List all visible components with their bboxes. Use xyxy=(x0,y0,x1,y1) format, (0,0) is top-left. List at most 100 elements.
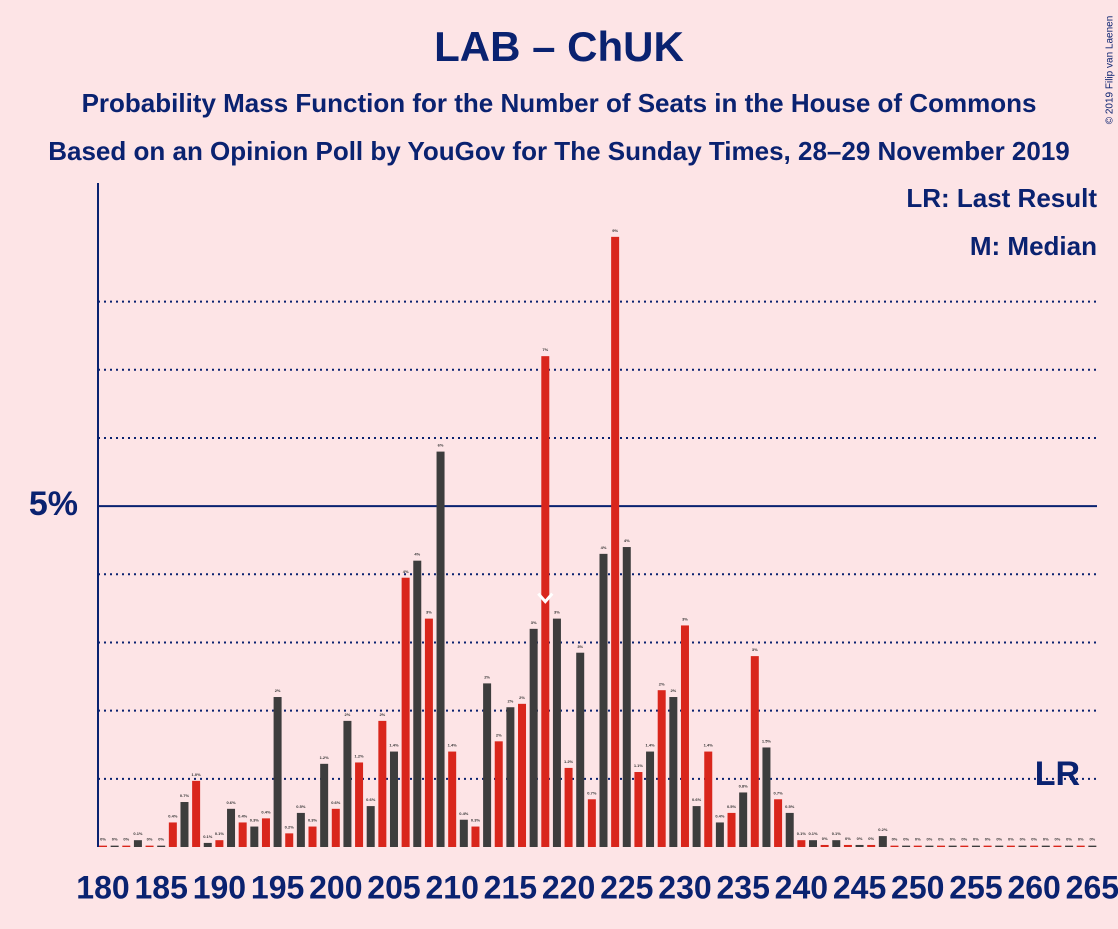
bar xyxy=(611,236,620,847)
value-label: 1.4% xyxy=(389,743,399,748)
x-tick-label: 190 xyxy=(193,869,246,905)
bar xyxy=(483,683,492,847)
value-label: 0.7% xyxy=(180,793,190,798)
bar xyxy=(669,697,678,847)
bar xyxy=(1006,845,1015,847)
value-label: 2% xyxy=(507,698,513,703)
value-label: 0.1% xyxy=(832,831,842,836)
value-label: 0% xyxy=(996,837,1002,842)
bar xyxy=(576,652,585,847)
bar xyxy=(157,845,166,847)
value-label: 0.6% xyxy=(331,800,341,805)
x-tick-label: 240 xyxy=(775,869,828,905)
bar xyxy=(692,806,701,847)
value-label: 0.7% xyxy=(587,790,597,795)
value-label: 0.4% xyxy=(261,809,271,814)
value-label: 0% xyxy=(903,837,909,842)
value-label: 3% xyxy=(752,647,758,652)
bar xyxy=(937,845,946,847)
value-label: 1.2% xyxy=(355,754,365,759)
value-label: 0.6% xyxy=(692,797,702,802)
bar xyxy=(180,802,189,847)
value-label: 0.1% xyxy=(808,831,818,836)
bar xyxy=(273,697,282,847)
value-label: 0.4% xyxy=(238,814,248,819)
x-tick-label: 260 xyxy=(1007,869,1060,905)
bar xyxy=(133,840,142,847)
value-label: 0.1% xyxy=(797,831,807,836)
value-label: 0.6% xyxy=(226,800,236,805)
bar xyxy=(948,845,957,847)
value-label: 1.5% xyxy=(762,739,772,744)
x-tick-label: 210 xyxy=(425,869,478,905)
value-label: 0.3% xyxy=(308,818,318,823)
value-label: 0% xyxy=(1031,837,1037,842)
bar xyxy=(843,844,852,847)
value-label: 0% xyxy=(857,836,863,841)
bar xyxy=(296,812,305,847)
value-label: 2% xyxy=(496,732,502,737)
value-label: 4% xyxy=(403,569,409,574)
bar xyxy=(389,751,398,847)
value-label: 0% xyxy=(868,836,874,841)
bar xyxy=(646,751,655,847)
bar xyxy=(855,844,864,847)
bar xyxy=(192,780,201,847)
bar xyxy=(320,763,329,847)
value-label: 0.2% xyxy=(878,827,888,832)
bar xyxy=(1053,845,1062,847)
value-label: 4% xyxy=(414,552,420,557)
bar xyxy=(401,577,410,847)
bar xyxy=(448,751,457,847)
x-tick-label: 200 xyxy=(309,869,362,905)
legend-entry: LR: Last Result xyxy=(906,183,1097,213)
bar xyxy=(110,845,119,847)
x-tick-label: 205 xyxy=(367,869,420,905)
value-label: 2% xyxy=(345,712,351,717)
value-label: 0.5% xyxy=(296,804,306,809)
value-label: 1.2% xyxy=(564,759,574,764)
value-label: 2% xyxy=(519,695,525,700)
value-label: 0% xyxy=(915,837,921,842)
value-label: 0% xyxy=(950,837,956,842)
value-label: 3% xyxy=(577,644,583,649)
value-label: 0.4% xyxy=(168,814,178,819)
bar xyxy=(145,845,154,847)
x-tick-label: 235 xyxy=(716,869,769,905)
value-label: 0.4% xyxy=(715,814,725,819)
bar xyxy=(890,845,899,847)
value-label: 0% xyxy=(1043,837,1049,842)
bar xyxy=(436,451,445,847)
bar xyxy=(983,845,992,847)
bar xyxy=(750,656,759,847)
bar xyxy=(622,547,631,847)
value-label: 0% xyxy=(1078,837,1084,842)
bar xyxy=(995,845,1004,847)
value-label: 1.4% xyxy=(645,743,655,748)
bar xyxy=(413,560,422,847)
bar xyxy=(378,720,387,847)
bar xyxy=(774,799,783,847)
bar xyxy=(925,845,934,847)
bar xyxy=(809,840,818,847)
value-label: 0% xyxy=(961,837,967,842)
value-label: 0.2% xyxy=(285,824,295,829)
bar xyxy=(529,628,538,847)
bar xyxy=(1088,845,1097,847)
value-label: 0% xyxy=(1066,837,1072,842)
value-label: 3% xyxy=(554,610,560,615)
value-label: 0.1% xyxy=(203,834,213,839)
value-label: 0% xyxy=(985,837,991,842)
bar xyxy=(471,826,480,847)
value-label: 1.0% xyxy=(192,772,202,777)
bar xyxy=(587,799,596,847)
value-label: 0.3% xyxy=(471,818,481,823)
bar xyxy=(99,845,108,847)
chart-subtitle: Based on an Opinion Poll by YouGov for T… xyxy=(48,136,1070,166)
value-label: 0.4% xyxy=(459,811,469,816)
bar xyxy=(355,762,364,847)
value-label: 0% xyxy=(100,837,106,842)
value-label: 4% xyxy=(601,545,607,550)
value-label: 0% xyxy=(1055,837,1061,842)
